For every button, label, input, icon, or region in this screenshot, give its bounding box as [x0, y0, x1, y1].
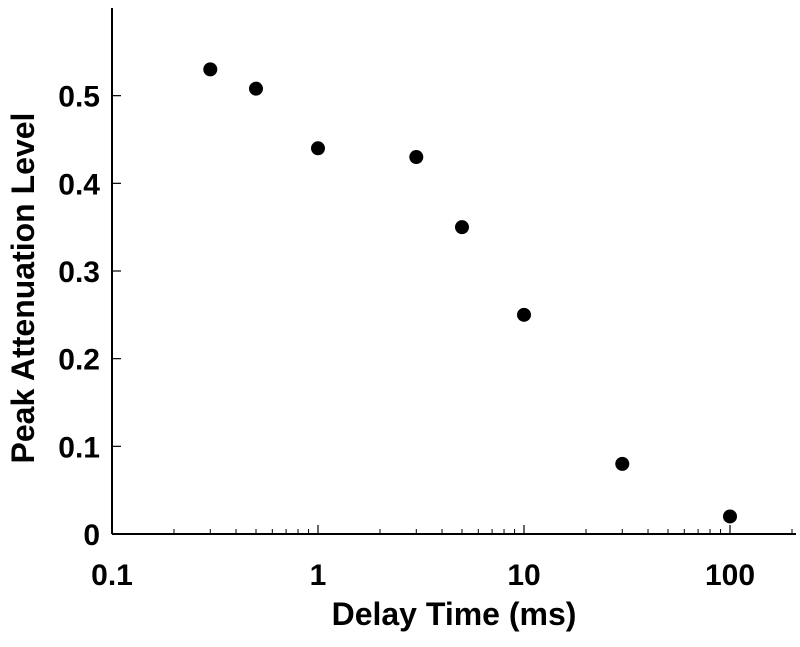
y-ticks: 0 0.1 0.2 0.3 0.4 0.5: [58, 81, 121, 552]
data-point: [723, 509, 737, 524]
y-tick-label: 0.5: [58, 81, 100, 114]
data-point: [311, 141, 325, 156]
y-tick-label: 0.2: [58, 344, 100, 377]
x-axis-title: Delay Time (ms): [332, 596, 577, 632]
data-point: [517, 307, 531, 322]
x-tick-label: 10: [507, 559, 540, 592]
y-tick-label: 0.4: [58, 168, 100, 201]
x-tick-label: 0.1: [91, 559, 133, 592]
data-point: [409, 150, 424, 165]
y-tick-label: 0.1: [58, 431, 100, 464]
axes: [111, 8, 796, 535]
data-point: [248, 81, 263, 96]
data-points: [203, 62, 737, 524]
data-point: [203, 62, 218, 77]
y-tick-label: 0.3: [58, 256, 100, 289]
x-tick-label: 1: [310, 559, 327, 592]
data-point: [615, 456, 630, 471]
data-point: [454, 220, 469, 235]
x-ticks: 0.1 1 10 100: [91, 525, 793, 592]
x-tick-label: 100: [705, 559, 755, 592]
y-axis-title: Peak Attenuation Level: [5, 113, 41, 464]
y-tick-label: 0: [83, 519, 100, 552]
